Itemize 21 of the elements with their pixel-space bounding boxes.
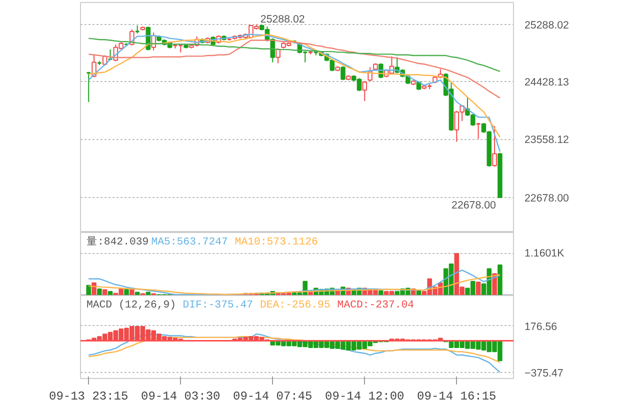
annotation: 25288.02: [260, 14, 305, 26]
text: MACD:-237.04: [337, 300, 414, 312]
text: MA5:563.7247: [151, 236, 228, 248]
text: DIF:-375.47: [182, 300, 254, 312]
y-tick-label: 176.56: [524, 320, 558, 333]
annotation: 22678.00: [452, 200, 496, 212]
y-tick-label: 24428.13: [524, 76, 570, 88]
x-tick-label: 09-14 03:30: [141, 390, 220, 400]
y-tick-label: −375.47: [524, 367, 564, 380]
x-tick-label: 09-14 16:15: [417, 390, 496, 400]
text: DEA:-256.95: [260, 300, 330, 312]
x-tick-label: 09-13 23:15: [49, 390, 128, 400]
y-tick-label: 1.1601K: [524, 247, 564, 260]
y-tick-label: 25288.02: [524, 20, 570, 32]
text: MA10:573.1126: [234, 236, 318, 248]
y-tick-label: 22678.00: [524, 192, 570, 205]
y-tick-label: 23558.12: [524, 134, 570, 146]
annotation: MACD (12,26,9): [86, 300, 176, 312]
annotation: 量:842.039: [86, 236, 149, 248]
x-tick-label: 09-14 07:45: [233, 390, 312, 400]
x-tick-label: 09-14 12:00: [325, 390, 404, 400]
